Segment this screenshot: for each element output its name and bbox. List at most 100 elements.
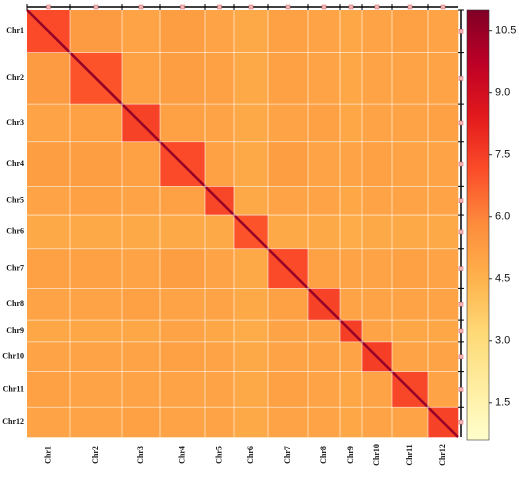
heatmap-cell: [27, 52, 71, 105]
heatmap-cell: [70, 341, 123, 372]
heatmap-cell: [205, 288, 235, 321]
heatmap-cell: [234, 10, 269, 53]
y-tick-label: Chr3: [6, 118, 24, 127]
center-marker: [458, 198, 464, 203]
x-tick-label: Chr10: [372, 444, 381, 466]
heatmap-cell: [205, 141, 235, 187]
heatmap-cell: [308, 141, 341, 187]
heatmap-cell: [392, 341, 429, 372]
heatmap-cell: [70, 10, 123, 53]
y-tick-label: Chr1: [6, 26, 24, 35]
heatmap-cell: [234, 341, 269, 372]
x-tick-label: Chr5: [214, 446, 223, 464]
center-marker: [93, 4, 99, 10]
center-marker: [458, 301, 464, 307]
heatmap-cell: [428, 288, 459, 321]
heatmap-cell: [392, 320, 429, 343]
heatmap-cell: [70, 248, 123, 289]
heatmap-cell: [122, 341, 161, 372]
heatmap-cell: [160, 371, 206, 408]
center-marker: [458, 266, 464, 271]
heatmap-cell: [122, 248, 161, 289]
heatmap-cell: [268, 288, 309, 321]
heatmap-cell: [340, 104, 363, 143]
heatmap-cell: [308, 10, 341, 53]
heatmap-cell: [428, 320, 459, 343]
center-marker: [458, 328, 464, 334]
heatmap-cell: [268, 52, 309, 105]
heatmap-cell: [268, 371, 309, 408]
heatmap-cell: [268, 341, 309, 372]
center-marker: [458, 29, 464, 34]
heatmap-cell: [27, 248, 71, 289]
heatmap-cell: [234, 52, 269, 105]
heatmap-cell: [234, 371, 269, 408]
center-marker: [458, 229, 464, 235]
heatmap-cell: [205, 320, 235, 343]
heatmap-cell: [340, 407, 363, 438]
heatmap-cell: [160, 104, 206, 143]
heatmap-cell: [308, 186, 341, 216]
heatmap-cell: [428, 186, 459, 216]
heatmap-cell: [122, 320, 161, 343]
heatmap-cell: [362, 288, 393, 321]
heatmap-cell: [70, 215, 123, 250]
heatmap-cell: [27, 186, 71, 216]
center-marker: [217, 4, 222, 10]
y-tick-label: Chr6: [6, 227, 24, 236]
y-tick-label: Chr10: [2, 352, 24, 361]
heatmap-cell: [27, 215, 71, 250]
heatmap-cell: [392, 186, 429, 216]
heatmap-cell: [428, 10, 459, 53]
heatmap-cell: [362, 248, 393, 289]
center-marker: [458, 419, 464, 425]
center-marker: [458, 76, 464, 81]
x-tick-label: Chr9: [346, 446, 355, 464]
colorbar: [466, 9, 490, 441]
center-marker: [348, 4, 354, 10]
heatmap-cell: [362, 141, 393, 187]
heatmap-cell: [308, 341, 341, 372]
center-marker: [458, 354, 464, 360]
x-tick-label: Chr6: [246, 446, 255, 464]
heatmap-cell: [268, 141, 309, 187]
heatmap-cell: [27, 407, 71, 438]
x-tick-label: Chr7: [283, 446, 292, 464]
heatmap-cell: [340, 186, 363, 216]
heatmap-cell: [308, 52, 341, 105]
heatmap-cell: [268, 215, 309, 250]
x-tick-label: Chr2: [91, 446, 100, 464]
heatmap-cell: [160, 407, 206, 438]
heatmap-cell: [362, 215, 393, 250]
heatmap-cell: [122, 52, 161, 105]
colorbar-tick-label: 4.5: [495, 273, 510, 285]
colorbar-tick-label: 3.0: [495, 335, 510, 347]
center-marker: [285, 4, 291, 10]
y-tick-label: Chr7: [6, 263, 24, 272]
center-marker: [458, 120, 464, 126]
heatmap-cell: [27, 341, 71, 372]
heatmap-cell: [205, 371, 235, 408]
heatmap-cell: [340, 52, 363, 105]
heatmap-cell: [428, 141, 459, 187]
heatmap-cell: [392, 10, 429, 53]
heatmap-cell: [160, 215, 206, 250]
heatmap-cell: [340, 371, 363, 408]
heatmap-cell: [362, 186, 393, 216]
x-tick-label: Chr11: [405, 444, 414, 465]
heatmap-cell: [70, 407, 123, 438]
heatmap-cell: [268, 104, 309, 143]
heatmap-cell: [428, 104, 459, 143]
center-marker: [138, 4, 144, 10]
heatmap-cell: [205, 52, 235, 105]
heatmap-cell: [234, 248, 269, 289]
heatmap-cell: [234, 186, 269, 216]
heatmap-cell: [205, 407, 235, 438]
heatmap-cell: [70, 371, 123, 408]
heatmap-cell: [160, 248, 206, 289]
heatmap-cell: [27, 141, 71, 187]
heatmap-cell: [234, 320, 269, 343]
heatmap-cell: [428, 215, 459, 250]
heatmap-cell: [70, 320, 123, 343]
center-marker: [248, 4, 254, 10]
